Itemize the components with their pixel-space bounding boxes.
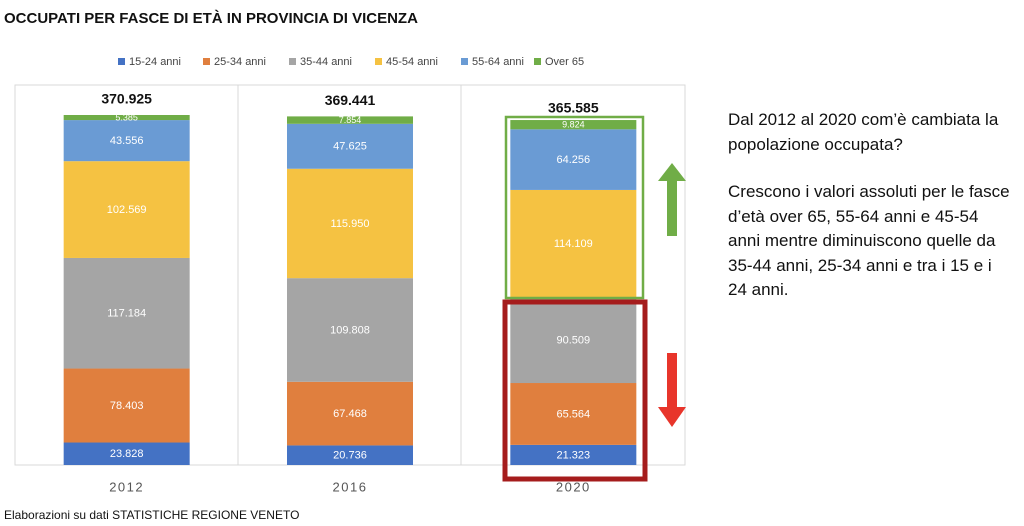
bar-segment (63, 161, 190, 258)
x-tick-label: 2012 (109, 479, 144, 494)
value-label: 109.808 (330, 324, 370, 336)
value-label: 67.468 (333, 408, 367, 420)
highlight-decrease (502, 299, 648, 482)
bar-segment (63, 115, 190, 121)
value-label: 64.256 (557, 154, 591, 166)
value-label: 23.828 (110, 448, 144, 460)
bar-segment (510, 120, 637, 130)
legend-marker (118, 58, 125, 65)
value-label: 21.323 (557, 449, 591, 461)
bar-segment (63, 442, 190, 465)
bar-segment (510, 189, 637, 298)
bars: 23.828 78.403 117.184 102.569 43.556 5.385 20.… (63, 112, 637, 465)
total-label: 370.925 (101, 91, 152, 107)
legend-label: 45-54 anni (386, 56, 438, 68)
legend-marker (461, 58, 468, 65)
value-label: 47.625 (333, 141, 367, 153)
question: Dal 2012 al 2020 com’è cambiata la popol… (728, 110, 999, 154)
bar-segment (287, 278, 413, 382)
value-label: 9.824 (562, 120, 585, 130)
legend-marker (534, 58, 541, 65)
legend-marker (375, 58, 382, 65)
arrow-down (658, 353, 686, 427)
legend-label: Over 65 (545, 56, 584, 68)
bar-segment (510, 444, 637, 465)
value-label: 43.556 (110, 135, 144, 147)
bar-segment (510, 383, 637, 445)
value-label: 117.184 (107, 308, 146, 320)
annotation: Dal 2012 al 2020 com’è cambiata la popol… (728, 108, 1010, 326)
value-label: 102.569 (107, 204, 147, 216)
bar-segment (510, 129, 637, 190)
value-label: 20.736 (333, 450, 367, 462)
total-label: 365.585 (548, 100, 599, 116)
legend-label: 25-34 anni (214, 56, 266, 68)
bar-segment (287, 123, 413, 169)
value-label: 78.403 (110, 400, 144, 412)
value-label: 114.109 (554, 238, 593, 250)
arrow-up (658, 163, 686, 236)
legend-marker (203, 58, 210, 65)
total-label: 369.441 (325, 92, 376, 108)
bar-segment (510, 297, 637, 384)
bar-segment (287, 381, 413, 446)
legend-marker (289, 58, 296, 65)
bar-segment (63, 257, 190, 369)
legend-label: 35-44 anni (300, 56, 352, 68)
chart-title: OCCUPATI PER FASCE DI ETÀ IN PROVINCIA D… (4, 10, 418, 27)
value-label: 65.564 (557, 408, 591, 420)
legend-label: 15-24 anni (129, 56, 181, 68)
bar-segment (287, 116, 413, 124)
x-tick-label: 2020 (556, 479, 591, 494)
bar-segment (287, 445, 413, 465)
value-label: 90.509 (557, 335, 591, 347)
value-label: 7.854 (339, 115, 362, 125)
bar-segment (63, 120, 190, 162)
bar-segment (63, 368, 190, 443)
highlight-increase (504, 115, 645, 300)
x-tick-label: 2016 (333, 479, 368, 494)
bar-segment (287, 168, 413, 279)
value-label: 115.950 (331, 218, 370, 230)
legend-label: 55-64 anni (472, 56, 524, 68)
explanation: Crescono i valori assoluti per le fasce … (728, 182, 1010, 299)
value-label: 5.385 (115, 112, 138, 122)
source: Elaborazioni su dati STATISTICHE REGIONE… (4, 508, 299, 522)
